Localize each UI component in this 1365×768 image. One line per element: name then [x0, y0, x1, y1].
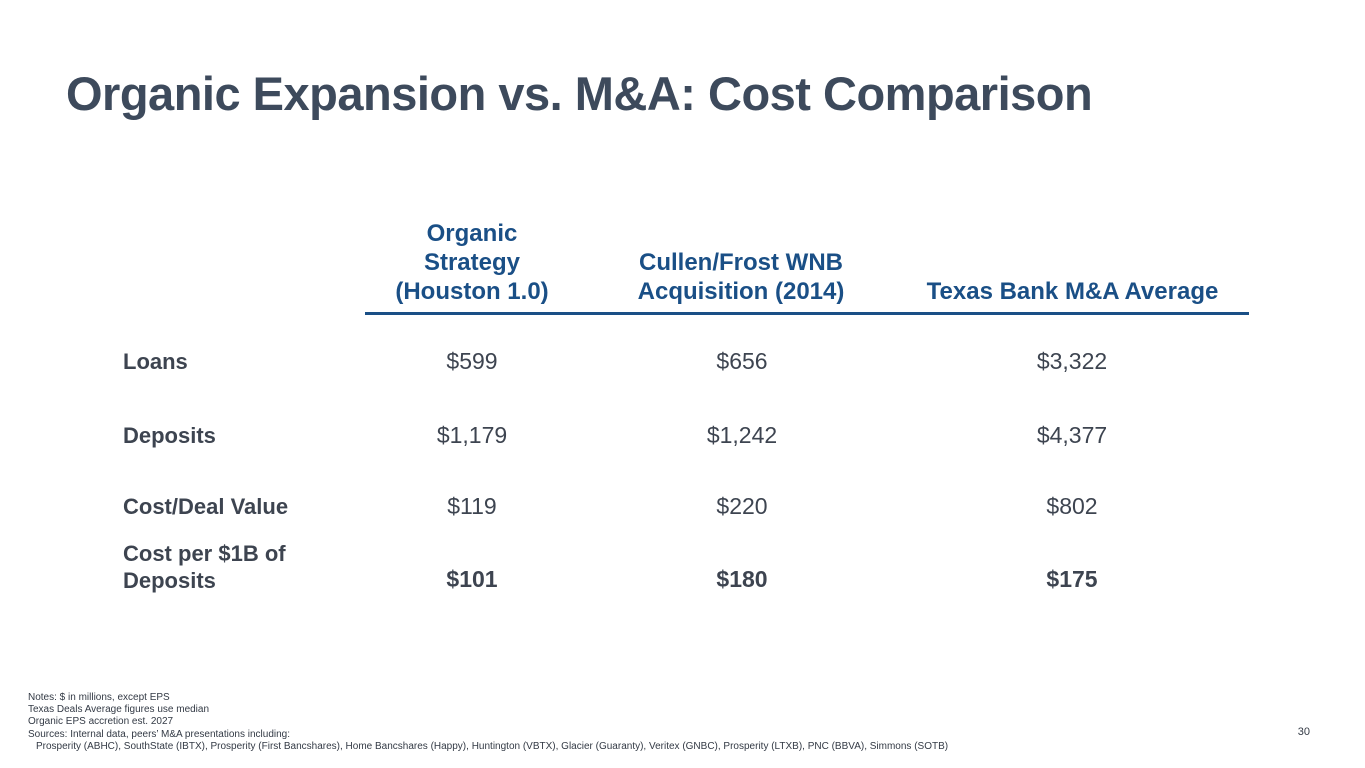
column-header-cullen-frost-wnb: Cullen/Frost WNB Acquisition (2014): [637, 249, 845, 305]
table-cell: $4,377: [1036, 422, 1108, 448]
footnote-line: Texas Deals Average figures use median: [28, 704, 210, 716]
table-cell: $3,322: [1036, 348, 1108, 374]
table-cell: $175: [1046, 566, 1098, 592]
row-label: Cost/Deal Value: [123, 494, 289, 519]
footnote-line: Notes: $ in millions, except EPS: [28, 692, 170, 703]
footnotes: Notes: $ in millions, except EPS Texas D…: [28, 692, 948, 753]
footnote-line: Sources: Internal data, peers’ M&A prese…: [28, 728, 291, 740]
column-header-texas-bank-average: Texas Bank M&A Average: [926, 278, 1219, 305]
page-title: Organic Expansion vs. M&A: Cost Comparis…: [66, 67, 1093, 120]
page-number: 30: [1297, 726, 1310, 738]
table-cell: $220: [716, 493, 768, 519]
footnote-sources-list: Prosperity (ABHC), SouthState (IBTX), Pr…: [36, 740, 949, 752]
row-label: Loans: [123, 349, 188, 374]
row-label: Deposits: [123, 423, 216, 448]
header-divider: [365, 312, 1249, 315]
table-cell: $656: [716, 348, 768, 374]
table-cell: $802: [1046, 493, 1098, 519]
table-cell: $101: [446, 566, 498, 592]
row-label: Cost per $1B of Deposits: [123, 541, 286, 593]
table-cell: $599: [446, 348, 498, 374]
column-header-organic-strategy: Organic Strategy (Houston 1.0): [395, 220, 549, 305]
table-cell: $1,179: [436, 422, 508, 448]
footnote-line: Organic EPS accretion est. 2027: [28, 716, 174, 728]
table-cell: $1,242: [706, 422, 778, 448]
table-cell: $180: [716, 566, 768, 592]
table-cell: $119: [447, 493, 497, 519]
